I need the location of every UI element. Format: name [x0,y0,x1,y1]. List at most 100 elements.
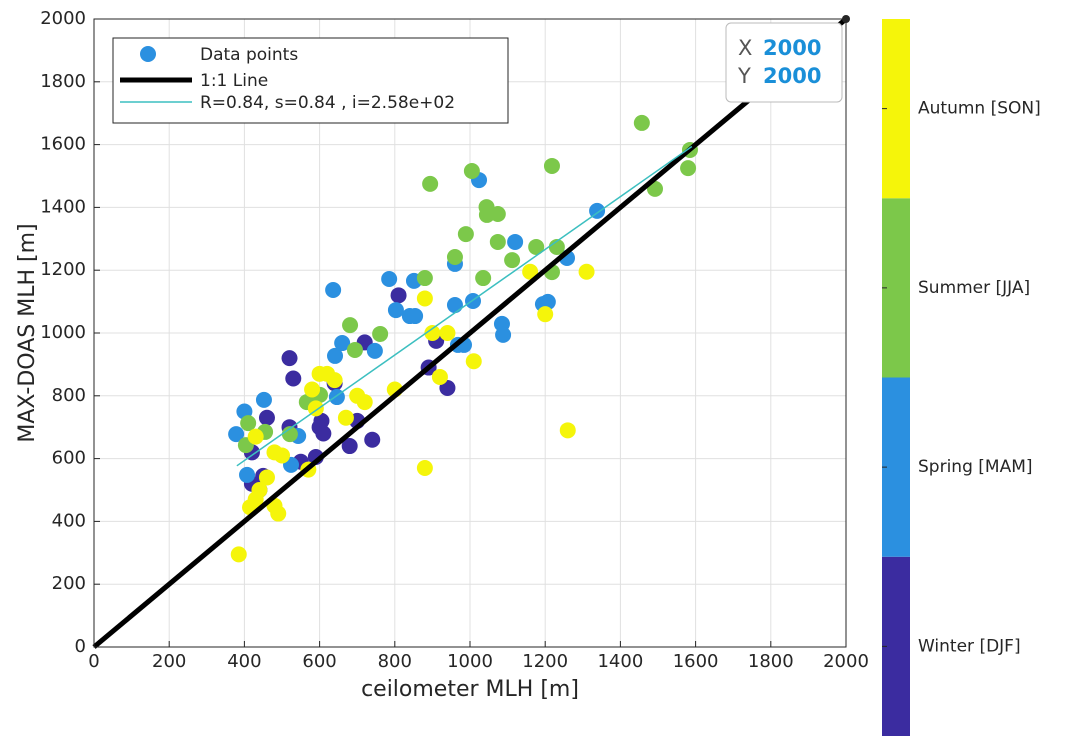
data-point [327,347,344,364]
datatip-value: 2000 [763,36,821,60]
data-point [416,290,433,307]
data-point [528,238,545,255]
data-point [537,306,554,323]
y-tick-label: 1000 [40,322,86,343]
data-point [337,409,354,426]
legend-label: Data points [200,45,298,65]
x-tick-label: 1200 [522,651,568,672]
colorbar: Winter [DJF] Spring [MAM] Summer [JJA] Autu… [882,19,1041,736]
data-point [548,238,565,255]
data-point [341,438,358,455]
data-point [422,175,439,192]
x-tick-label: 1000 [447,651,493,672]
data-point [247,428,264,445]
data-point [543,157,560,174]
y-tick-label: 600 [52,448,86,469]
y-tick-label: 1600 [40,134,86,155]
data-point [539,293,556,310]
datatip: X 2000 Y 2000 [725,15,850,103]
colorbar-label: Spring [MAM] [918,457,1033,477]
data-point [465,353,482,370]
data-point [270,505,287,522]
lines [92,17,848,649]
data-point [315,425,332,442]
y-tick-label: 1400 [40,196,86,217]
x-tick-label: 0 [88,651,99,672]
x-tick-label: 1400 [597,651,643,672]
points [228,114,698,563]
data-point [372,325,389,342]
data-point [381,270,398,287]
data-point [334,335,351,352]
legend-marker [140,46,156,62]
data-point [489,233,506,250]
x-tick-label: 400 [227,651,261,672]
reference-line [92,17,848,649]
data-point [446,249,463,266]
y-tick-label: 2000 [40,8,86,29]
data-point [495,326,512,343]
data-point [578,263,595,280]
data-point [228,426,245,443]
x-tick-label: 200 [152,651,186,672]
data-point [387,302,404,319]
data-point [342,317,359,334]
data-point [559,422,576,439]
data-point [356,394,373,411]
y-tick-label: 400 [52,510,86,531]
data-point [258,469,275,486]
data-point [431,368,448,385]
x-tick-label: 600 [302,651,336,672]
data-point [366,342,383,359]
y-tick-label: 1200 [40,259,86,280]
data-point [633,114,650,131]
datatip-value: 2000 [763,64,821,88]
y-tick-label: 200 [52,573,86,594]
y-tick-label: 0 [75,636,86,657]
x-tick-label: 2000 [823,651,869,672]
data-point [240,415,257,432]
data-point [304,381,321,398]
data-point [416,270,433,287]
data-point [463,162,480,179]
datatip-point [842,15,850,23]
data-point [424,325,441,341]
data-point [457,226,474,243]
legend-label: R=0.84, s=0.84 , i=2.58e+02 [200,93,455,113]
data-point [489,205,506,222]
data-point [407,308,424,325]
data-point [255,391,272,408]
data-point [680,160,697,177]
data-point [504,252,521,269]
data-point [507,233,524,250]
data-point [230,546,247,563]
data-point [281,426,298,443]
data-point [589,202,606,219]
data-point [364,431,381,448]
y-axis-label: MAX-DOAS MLH [m] [15,223,40,442]
colorbar-label: Winter [DJF] [918,636,1021,656]
data-point [346,341,363,358]
y-tick-label: 800 [52,385,86,406]
data-point [439,325,456,341]
plot-frame [93,18,847,648]
colorbar-label: Autumn [SON] [918,99,1041,119]
x-tick-label: 1800 [748,651,794,672]
data-point [285,370,302,387]
legend-label: 1:1 Line [200,71,268,91]
datatip-box [725,22,843,103]
x-axis-label: ceilometer MLH [m] [361,677,579,702]
datatip-label: X [738,36,752,60]
colorbar-label: Summer [JJA] [918,278,1030,298]
data-point [313,412,330,429]
data-point [274,447,290,464]
data-point [446,297,463,314]
data-point [390,287,407,304]
data-point [522,263,539,280]
data-point [239,466,256,483]
y-tick-label: 1800 [40,71,86,92]
data-point [326,372,343,389]
data-point [416,460,433,477]
